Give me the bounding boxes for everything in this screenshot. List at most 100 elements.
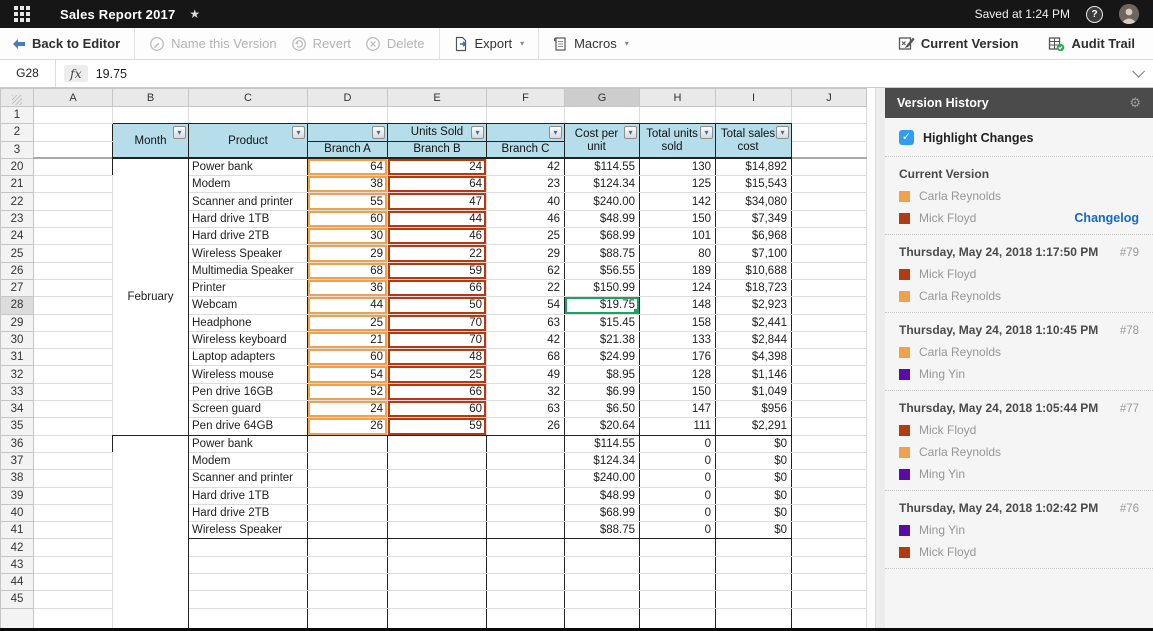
cell-month-february[interactable]: February [113,158,189,435]
cell-D42[interactable] [308,539,388,556]
cell-D41[interactable] [308,522,388,539]
cell-D20[interactable]: 64 [308,158,388,175]
current-version-button[interactable]: Current Version [898,36,1019,51]
cell-A3[interactable] [34,141,113,158]
row-header-42[interactable]: 42 [1,539,34,556]
cell-H45[interactable] [640,591,716,608]
cell-C25[interactable]: Wireless Speaker [189,245,308,262]
cell-D46[interactable] [308,608,388,628]
cell-A45[interactable] [34,591,113,608]
cell-G45[interactable] [565,591,640,608]
cell-H37[interactable]: 0 [640,452,716,469]
cell-A35[interactable] [34,418,113,435]
cell-F43[interactable] [487,556,565,573]
cell-H32[interactable]: 128 [640,366,716,383]
formula-bar-expand-chevron-icon[interactable] [1132,65,1145,78]
selection-fill-handle[interactable] [634,309,639,314]
cell-H39[interactable]: 0 [640,487,716,504]
row-header-27[interactable]: 27 [1,279,34,296]
filter-button[interactable]: ▾ [372,126,385,139]
cell-G39[interactable]: $48.99 [565,487,640,504]
cell-C34[interactable]: Screen guard [189,401,308,418]
cell-H46[interactable] [640,608,716,628]
cell-J46[interactable] [792,608,867,628]
cell-J41[interactable] [792,522,867,539]
cell-H26[interactable]: 189 [640,262,716,279]
cell-J26[interactable] [792,262,867,279]
cell-C26[interactable]: Multimedia Speaker [189,262,308,279]
cell-A40[interactable] [34,504,113,521]
cell-D44[interactable] [308,574,388,591]
cell-E34[interactable]: 60 [388,401,487,418]
cell-I37[interactable]: $0 [716,452,792,469]
cell-C24[interactable]: Hard drive 2TB [189,228,308,245]
cell-I29[interactable]: $2,441 [716,314,792,331]
cell-H38[interactable]: 0 [640,470,716,487]
cell-F1[interactable] [487,107,565,124]
row-header-2[interactable]: 2 [1,124,34,141]
cell-C31[interactable]: Laptop adapters [189,349,308,366]
row-header-32[interactable]: 32 [1,366,34,383]
row-header-35[interactable]: 35 [1,418,34,435]
cell-A38[interactable] [34,470,113,487]
cell-H34[interactable]: 147 [640,401,716,418]
cell-A1[interactable] [34,107,113,124]
cell-J32[interactable] [792,366,867,383]
row-header-3[interactable]: 3 [1,141,34,158]
cell-D25[interactable]: 29 [308,245,388,262]
filter-button[interactable]: ▾ [471,126,484,139]
cell-I31[interactable]: $4,398 [716,349,792,366]
current-version-block[interactable]: Current Version Carla ReynoldsMick Floyd… [885,157,1153,235]
cell-month-next[interactable] [113,435,189,628]
cell-J28[interactable] [792,297,867,314]
cell-G20[interactable]: $114.55 [565,158,640,175]
cell-G36[interactable]: $114.55 [565,435,640,452]
cell-I30[interactable]: $2,844 [716,331,792,348]
cell-F37[interactable] [487,452,565,469]
cell-H27[interactable]: 124 [640,279,716,296]
cell-J37[interactable] [792,452,867,469]
cell-G25[interactable]: $88.75 [565,245,640,262]
cell-F46[interactable] [487,608,565,628]
cell-F33[interactable]: 32 [487,383,565,400]
cell-A34[interactable] [34,401,113,418]
cell-I45[interactable] [716,591,792,608]
cell-D33[interactable]: 52 [308,383,388,400]
cell-A27[interactable] [34,279,113,296]
cell-H31[interactable]: 176 [640,349,716,366]
cell-I35[interactable]: $2,291 [716,418,792,435]
column-header-E[interactable]: E [388,89,487,107]
cell-E39[interactable] [388,487,487,504]
cell-H22[interactable]: 142 [640,193,716,210]
cell-G30[interactable]: $21.38 [565,331,640,348]
cell-C42[interactable] [189,539,308,556]
cell-A33[interactable] [34,383,113,400]
cell-J39[interactable] [792,487,867,504]
cell-C43[interactable] [189,556,308,573]
cell-B1[interactable] [113,107,189,124]
version-entry[interactable]: Thursday, May 24, 2018 1:02:42 PM#76Ming… [885,491,1153,569]
row-header-31[interactable]: 31 [1,349,34,366]
cell-H29[interactable]: 158 [640,314,716,331]
row-header-40[interactable]: 40 [1,504,34,521]
cell-G44[interactable] [565,574,640,591]
cell-E35[interactable]: 59 [388,418,487,435]
cell-E26[interactable]: 59 [388,262,487,279]
cell-E1[interactable] [388,107,487,124]
header-units-sold-f[interactable]: ▾ [487,124,565,141]
grid-scrollbar-gutter[interactable] [875,88,885,631]
cell-D1[interactable] [308,107,388,124]
cell-I25[interactable]: $7,100 [716,245,792,262]
cell-E27[interactable]: 66 [388,279,487,296]
macros-menu-button[interactable]: Macros ▾ [553,36,629,52]
cell-H25[interactable]: 80 [640,245,716,262]
cell-E36[interactable] [388,435,487,452]
row-header-36[interactable]: 36 [1,435,34,452]
filter-button[interactable]: ▾ [173,126,186,139]
cell-H21[interactable]: 125 [640,176,716,193]
cell-J30[interactable] [792,331,867,348]
cell-I41[interactable]: $0 [716,522,792,539]
cell-D45[interactable] [308,591,388,608]
cell-C39[interactable]: Hard drive 1TB [189,487,308,504]
cell-J33[interactable] [792,383,867,400]
